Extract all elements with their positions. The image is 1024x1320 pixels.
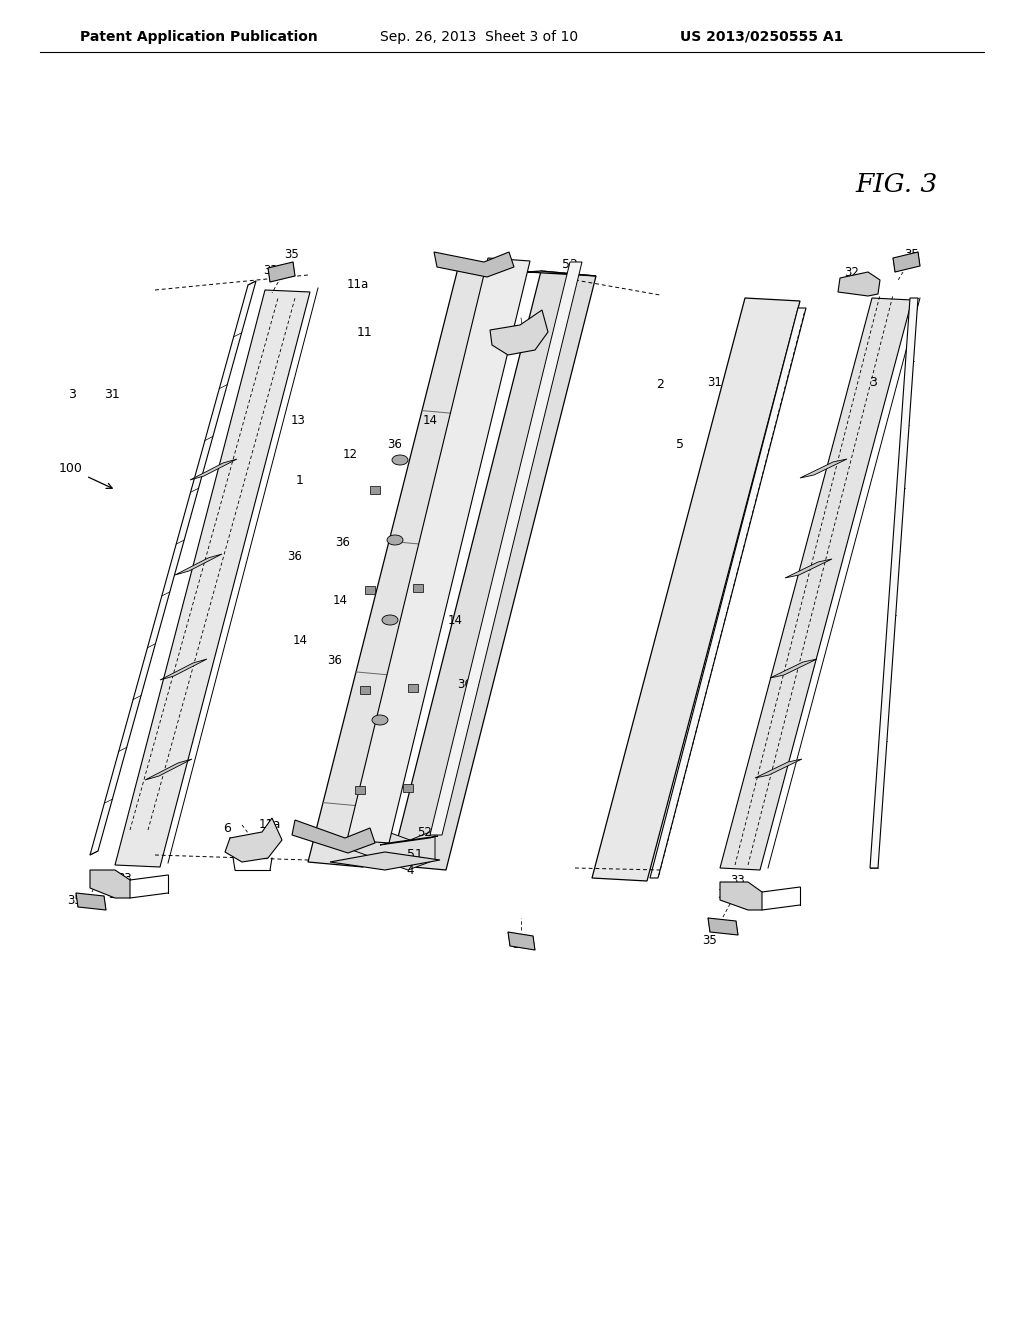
Bar xyxy=(413,583,423,591)
Text: Sep. 26, 2013  Sheet 3 of 10: Sep. 26, 2013 Sheet 3 of 10 xyxy=(380,30,579,44)
Text: US 2013/0250555 A1: US 2013/0250555 A1 xyxy=(680,30,844,44)
Polygon shape xyxy=(160,659,207,680)
Polygon shape xyxy=(755,759,802,777)
Text: 6: 6 xyxy=(486,342,494,355)
Text: 52: 52 xyxy=(418,825,432,838)
Text: Patent Application Publication: Patent Application Publication xyxy=(80,30,317,44)
Polygon shape xyxy=(145,759,193,780)
Text: 3: 3 xyxy=(68,388,76,401)
Text: 33: 33 xyxy=(118,871,132,884)
Polygon shape xyxy=(838,272,880,296)
Polygon shape xyxy=(90,870,130,898)
Bar xyxy=(403,784,413,792)
Text: 12: 12 xyxy=(432,483,447,496)
Polygon shape xyxy=(308,268,513,867)
Text: 2: 2 xyxy=(371,824,379,837)
Text: 14: 14 xyxy=(333,594,347,606)
Polygon shape xyxy=(458,268,596,276)
Polygon shape xyxy=(434,252,514,277)
Text: 35: 35 xyxy=(702,933,718,946)
Polygon shape xyxy=(268,261,295,282)
Text: 52: 52 xyxy=(562,259,578,272)
Text: 14: 14 xyxy=(423,413,437,426)
Polygon shape xyxy=(870,298,918,869)
Bar xyxy=(370,486,380,494)
Polygon shape xyxy=(175,554,222,576)
Text: 32: 32 xyxy=(845,265,859,279)
Text: 36: 36 xyxy=(458,678,472,692)
Ellipse shape xyxy=(372,715,388,725)
Polygon shape xyxy=(720,882,762,909)
Text: 4: 4 xyxy=(407,863,414,876)
Text: 51: 51 xyxy=(408,847,423,861)
Text: 14: 14 xyxy=(293,634,307,647)
Text: 36: 36 xyxy=(288,549,302,562)
Text: 12: 12 xyxy=(342,449,357,462)
Polygon shape xyxy=(292,820,375,853)
Polygon shape xyxy=(76,894,106,909)
Polygon shape xyxy=(650,308,806,878)
Text: 11a: 11a xyxy=(259,818,282,832)
Polygon shape xyxy=(770,659,817,678)
Polygon shape xyxy=(190,459,237,480)
Text: 11a: 11a xyxy=(347,279,369,292)
Polygon shape xyxy=(508,932,535,950)
Text: 2: 2 xyxy=(656,379,664,392)
Text: 5: 5 xyxy=(676,438,684,451)
Text: 35: 35 xyxy=(904,248,920,260)
Text: 13: 13 xyxy=(291,413,305,426)
Text: 3: 3 xyxy=(869,375,877,388)
Text: 36: 36 xyxy=(360,813,376,826)
Text: 36: 36 xyxy=(336,536,350,549)
Text: FIG. 3: FIG. 3 xyxy=(855,173,937,198)
Polygon shape xyxy=(225,818,282,862)
Polygon shape xyxy=(785,558,831,578)
Polygon shape xyxy=(800,459,847,478)
Text: 33: 33 xyxy=(731,874,745,887)
Text: 6: 6 xyxy=(223,821,231,834)
Ellipse shape xyxy=(382,615,398,624)
Text: 35: 35 xyxy=(513,939,527,952)
Bar xyxy=(355,785,365,795)
Polygon shape xyxy=(347,257,530,843)
Polygon shape xyxy=(708,917,738,935)
Polygon shape xyxy=(893,252,920,272)
Bar xyxy=(365,586,375,594)
Text: 32: 32 xyxy=(263,264,279,276)
Polygon shape xyxy=(391,271,596,870)
Text: 32: 32 xyxy=(109,888,124,902)
Polygon shape xyxy=(352,820,435,870)
Text: 36: 36 xyxy=(387,438,402,451)
Bar xyxy=(408,684,418,692)
Polygon shape xyxy=(115,290,310,867)
Polygon shape xyxy=(490,310,548,355)
Polygon shape xyxy=(330,851,440,870)
Text: 1: 1 xyxy=(296,474,304,487)
Text: 7: 7 xyxy=(446,549,454,561)
Bar xyxy=(360,686,370,694)
Text: 100: 100 xyxy=(59,462,83,474)
Text: 35: 35 xyxy=(68,894,82,907)
Text: 11: 11 xyxy=(357,326,373,338)
Text: 36: 36 xyxy=(328,653,342,667)
Polygon shape xyxy=(430,261,582,836)
Text: 31: 31 xyxy=(104,388,120,401)
Polygon shape xyxy=(720,298,912,870)
Ellipse shape xyxy=(387,535,403,545)
Polygon shape xyxy=(592,298,800,880)
Text: 14: 14 xyxy=(447,614,463,627)
Text: 31: 31 xyxy=(708,375,723,388)
Polygon shape xyxy=(90,281,256,855)
Text: 32: 32 xyxy=(718,888,732,902)
Text: 35: 35 xyxy=(285,248,299,260)
Ellipse shape xyxy=(392,455,408,465)
Polygon shape xyxy=(380,836,438,845)
